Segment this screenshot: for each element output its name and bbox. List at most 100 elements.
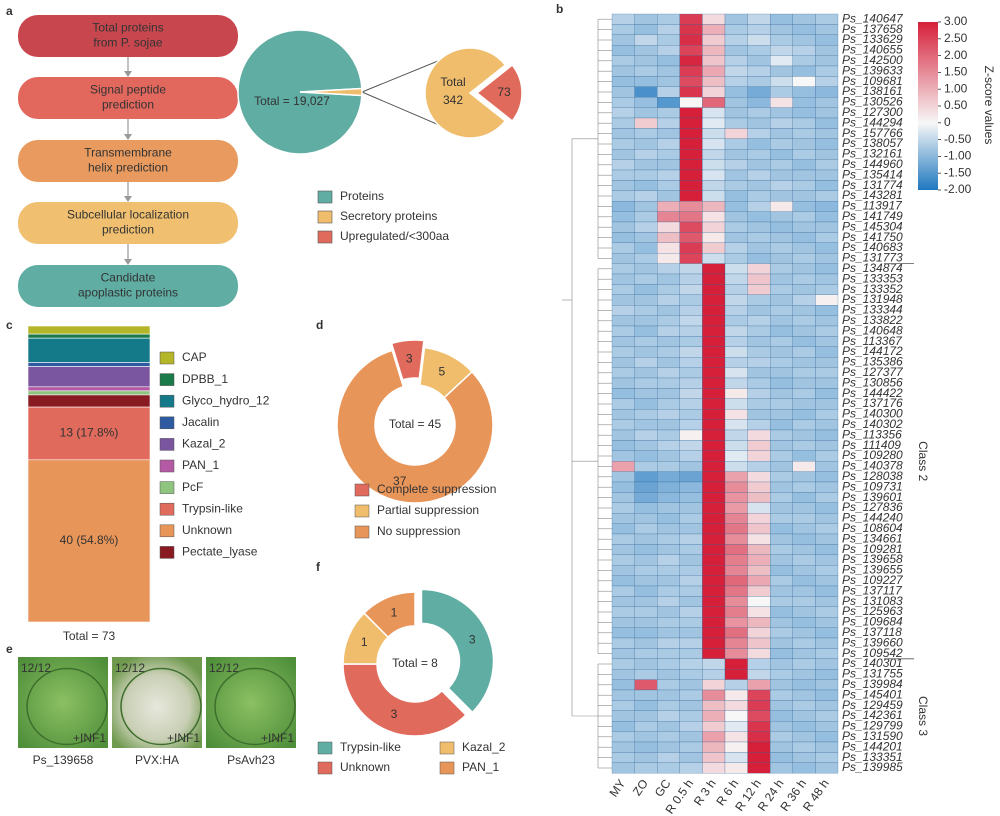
heatmap-cell xyxy=(815,752,839,763)
heatmap-cell xyxy=(747,128,771,139)
heatmap-cell xyxy=(679,762,703,774)
heatmap-cell xyxy=(702,658,726,670)
flow-arrowhead xyxy=(124,71,132,77)
heatmap-cell xyxy=(679,315,703,327)
slice-label: 1 xyxy=(391,605,398,619)
heatmap-cell xyxy=(815,211,839,223)
heatmap-cell xyxy=(792,273,816,285)
legend-label: Trypsin-like xyxy=(340,740,401,754)
heatmap-cell xyxy=(815,731,839,743)
heatmap-cell xyxy=(770,190,793,202)
heatmap-cell xyxy=(747,377,771,389)
heatmap-cell xyxy=(679,481,703,493)
heatmap-cell xyxy=(792,429,816,441)
heatmap-cell xyxy=(747,13,771,25)
heatmap-cell xyxy=(815,76,839,87)
heatmap-cell xyxy=(702,398,726,410)
row-label: Ps_140301 xyxy=(842,656,903,670)
heatmap-cell xyxy=(657,710,680,722)
heatmap-cell xyxy=(679,45,703,56)
heatmap-cell xyxy=(792,637,816,649)
heatmap-cell xyxy=(611,669,635,680)
heatmap-cell xyxy=(747,689,771,701)
heatmap-cell xyxy=(747,190,771,202)
heatmap-cell xyxy=(611,617,635,628)
legend-swatch xyxy=(317,210,333,224)
heatmap-cell xyxy=(611,388,635,399)
heatmap-cell xyxy=(679,752,703,763)
heatmap-cell xyxy=(657,336,680,347)
heatmap-cell xyxy=(770,741,793,753)
heatmap-cell xyxy=(611,294,635,306)
heatmap-cell xyxy=(724,492,748,503)
heatmap-cell xyxy=(634,86,658,98)
heatmap-cell xyxy=(679,450,703,462)
heatmap-cell xyxy=(792,24,816,35)
legend-label: Secretory proteins xyxy=(340,209,437,223)
heatmap-cell xyxy=(724,253,748,264)
heatmap-cell xyxy=(657,554,680,566)
legend-label: Jacalin xyxy=(182,415,219,429)
heatmap-cell xyxy=(747,232,771,243)
heatmap-cell xyxy=(679,180,703,191)
heatmap-cell xyxy=(747,752,771,763)
heatmap-cell xyxy=(792,149,816,160)
heatmap-cell xyxy=(679,565,703,576)
class-label: Class 2 xyxy=(916,441,930,481)
heatmap-cell xyxy=(724,440,748,451)
heatmap-cell xyxy=(792,752,816,763)
legend-label: Kazal_2 xyxy=(462,740,506,754)
flow-text: Candidate xyxy=(101,271,156,285)
heatmap-cell xyxy=(657,86,680,98)
heatmap-cell xyxy=(702,336,726,347)
heatmap-cell xyxy=(792,741,816,753)
heatmap-cell xyxy=(634,689,658,701)
heatmap-cell xyxy=(724,481,748,493)
heatmap-cell xyxy=(747,86,771,98)
heatmap-cell xyxy=(634,190,658,202)
heatmap-cell xyxy=(679,429,703,441)
heatmap-cell xyxy=(679,440,703,451)
heatmap-cell xyxy=(611,481,635,493)
heatmap-cell xyxy=(611,429,635,441)
heatmap-cell xyxy=(611,565,635,576)
panel-letter: e xyxy=(6,642,13,656)
heatmap-cell xyxy=(679,65,703,77)
heatmap-cell xyxy=(634,149,658,160)
heatmap-cell xyxy=(611,492,635,503)
heatmap-cell xyxy=(792,336,816,347)
heatmap-cell xyxy=(724,190,748,202)
heatmap-cell xyxy=(815,305,839,316)
heatmap-cell xyxy=(634,471,658,483)
heatmap-cell xyxy=(747,606,771,618)
heatmap-cell xyxy=(679,523,703,535)
photo-treatment: +INF1 xyxy=(261,731,294,745)
heatmap-cell xyxy=(792,388,816,399)
bar-segment xyxy=(27,337,151,363)
heatmap-cell xyxy=(747,149,771,160)
heatmap-cell xyxy=(634,357,658,368)
heatmap-cell xyxy=(634,450,658,462)
heatmap-cell xyxy=(679,273,703,285)
heatmap-cell xyxy=(770,76,793,87)
heatmap-cell xyxy=(770,346,793,358)
heatmap-cell xyxy=(634,523,658,535)
heatmap-cell xyxy=(611,367,635,379)
heatmap-cell xyxy=(770,138,793,150)
bar-segment xyxy=(27,366,151,388)
heatmap-cell xyxy=(747,700,771,711)
heatmap-cell xyxy=(792,305,816,316)
heatmap-cell xyxy=(815,523,839,535)
heatmap-cell xyxy=(634,429,658,441)
heatmap-cell xyxy=(724,523,748,535)
heatmap-cell xyxy=(792,45,816,56)
heatmap-cell xyxy=(792,201,816,212)
heatmap-cell xyxy=(679,305,703,316)
heatmap-cell xyxy=(679,669,703,680)
heatmap-cell xyxy=(747,357,771,368)
heatmap-cell xyxy=(634,502,658,514)
heatmap-cell xyxy=(724,55,748,67)
heatmap-cell xyxy=(611,762,635,774)
legend-label: Proteins xyxy=(340,189,384,203)
row-label: Ps_135386 xyxy=(842,355,903,369)
